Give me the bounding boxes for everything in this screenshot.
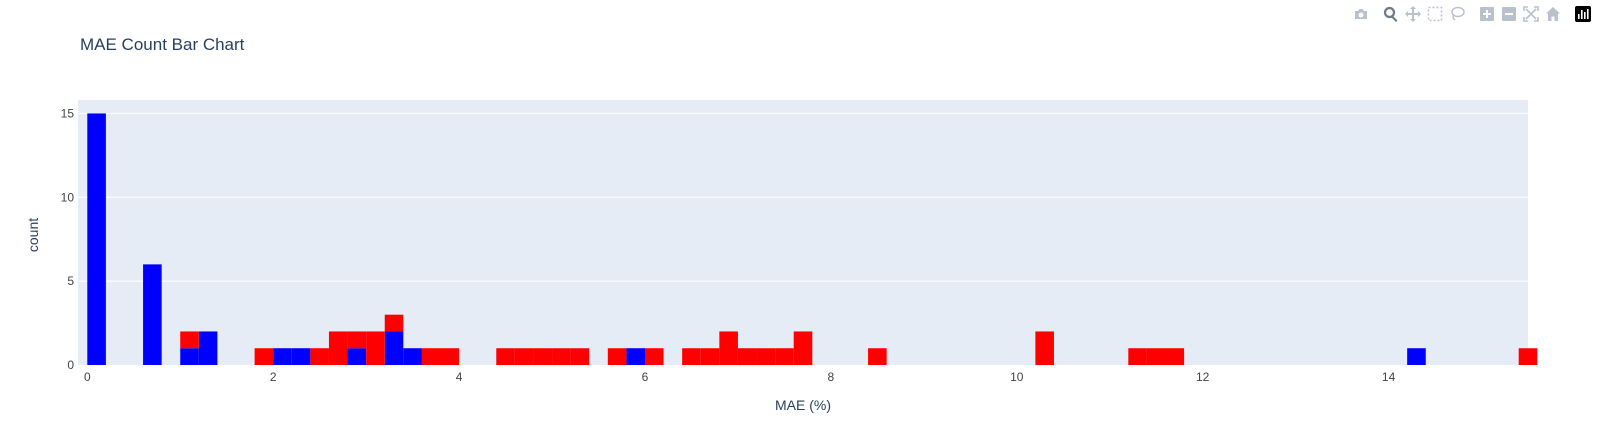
autoscale-button[interactable] [1520, 3, 1542, 25]
modebar [1350, 3, 1594, 25]
bar[interactable] [198, 331, 218, 365]
box-select-icon [1427, 6, 1443, 22]
y-tick-label: 15 [61, 106, 75, 120]
y-tick-label: 0 [67, 358, 74, 372]
bar[interactable] [87, 113, 106, 365]
zoom-in-icon [1480, 7, 1494, 21]
bar[interactable] [868, 348, 887, 365]
bar[interactable] [273, 348, 292, 365]
bar[interactable] [533, 348, 553, 365]
pan-button[interactable] [1402, 3, 1424, 25]
bar[interactable] [607, 348, 627, 365]
bar[interactable] [644, 348, 664, 365]
autoscale-icon [1523, 6, 1539, 22]
plotly-logo-button[interactable] [1572, 3, 1594, 25]
bar[interactable] [384, 314, 404, 332]
bar[interactable] [1128, 348, 1147, 365]
bars [87, 113, 1538, 365]
y-tick-label: 10 [61, 190, 75, 204]
zoom-out-icon [1502, 7, 1516, 21]
bar[interactable] [1035, 331, 1054, 365]
chart-title: MAE Count Bar Chart [80, 35, 245, 54]
bar[interactable] [440, 348, 460, 365]
x-tick-label: 14 [1382, 370, 1396, 384]
bar[interactable] [1407, 348, 1426, 365]
bar[interactable] [403, 348, 422, 365]
bar[interactable] [384, 331, 404, 365]
camera-icon [1355, 9, 1367, 19]
bar[interactable] [570, 348, 590, 365]
x-tick-label: 8 [828, 370, 835, 384]
bar[interactable] [180, 331, 199, 349]
bar[interactable] [1518, 348, 1538, 365]
bar[interactable] [1165, 348, 1185, 365]
y-axis-label: count [25, 218, 41, 252]
bar[interactable] [626, 348, 645, 365]
zoom-icon [1383, 6, 1398, 22]
zoom-button[interactable] [1380, 3, 1402, 25]
bar[interactable] [143, 264, 162, 365]
lasso-select-button[interactable] [1446, 3, 1468, 25]
camera-button[interactable] [1350, 3, 1372, 25]
bar[interactable] [682, 348, 701, 365]
zoom-in-button[interactable] [1476, 3, 1498, 25]
x-tick-label: 12 [1196, 370, 1210, 384]
bar[interactable] [793, 331, 813, 365]
lasso-select-icon [1451, 6, 1465, 21]
bar[interactable] [328, 331, 348, 365]
bar[interactable] [719, 331, 738, 365]
x-tick-labels: 0 2 4 6 8 10 12 14 [84, 370, 1396, 384]
box-select-button[interactable] [1424, 3, 1446, 25]
x-tick-label: 0 [84, 370, 91, 384]
bar[interactable] [421, 348, 441, 365]
plotly-logo-icon [1575, 6, 1591, 22]
bar[interactable] [775, 348, 794, 365]
bar[interactable] [291, 348, 311, 365]
x-tick-label: 2 [270, 370, 277, 384]
x-axis-label: MAE (%) [775, 397, 831, 413]
bar[interactable] [496, 348, 515, 365]
bar[interactable] [347, 348, 367, 365]
y-tick-labels: 0 5 10 15 [61, 106, 75, 372]
reset-axes-button[interactable] [1542, 3, 1564, 25]
bar[interactable] [254, 348, 274, 365]
plot-area[interactable] [78, 100, 1528, 365]
bar[interactable] [737, 348, 757, 365]
bar[interactable] [756, 348, 776, 365]
x-tick-label: 10 [1010, 370, 1024, 384]
bar[interactable] [310, 348, 329, 365]
gridlines [78, 112, 1528, 282]
bar[interactable] [180, 348, 199, 365]
bar[interactable] [700, 348, 720, 365]
bar[interactable] [552, 348, 571, 365]
pan-icon [1405, 6, 1421, 22]
bar[interactable] [1146, 348, 1166, 365]
x-tick-label: 4 [456, 370, 463, 384]
bar[interactable] [514, 348, 534, 365]
zoom-out-button[interactable] [1498, 3, 1520, 25]
x-tick-label: 6 [642, 370, 649, 384]
bar[interactable] [366, 331, 385, 365]
y-tick-label: 5 [67, 274, 74, 288]
reset-axes-icon [1546, 7, 1560, 21]
bar[interactable] [347, 331, 367, 349]
